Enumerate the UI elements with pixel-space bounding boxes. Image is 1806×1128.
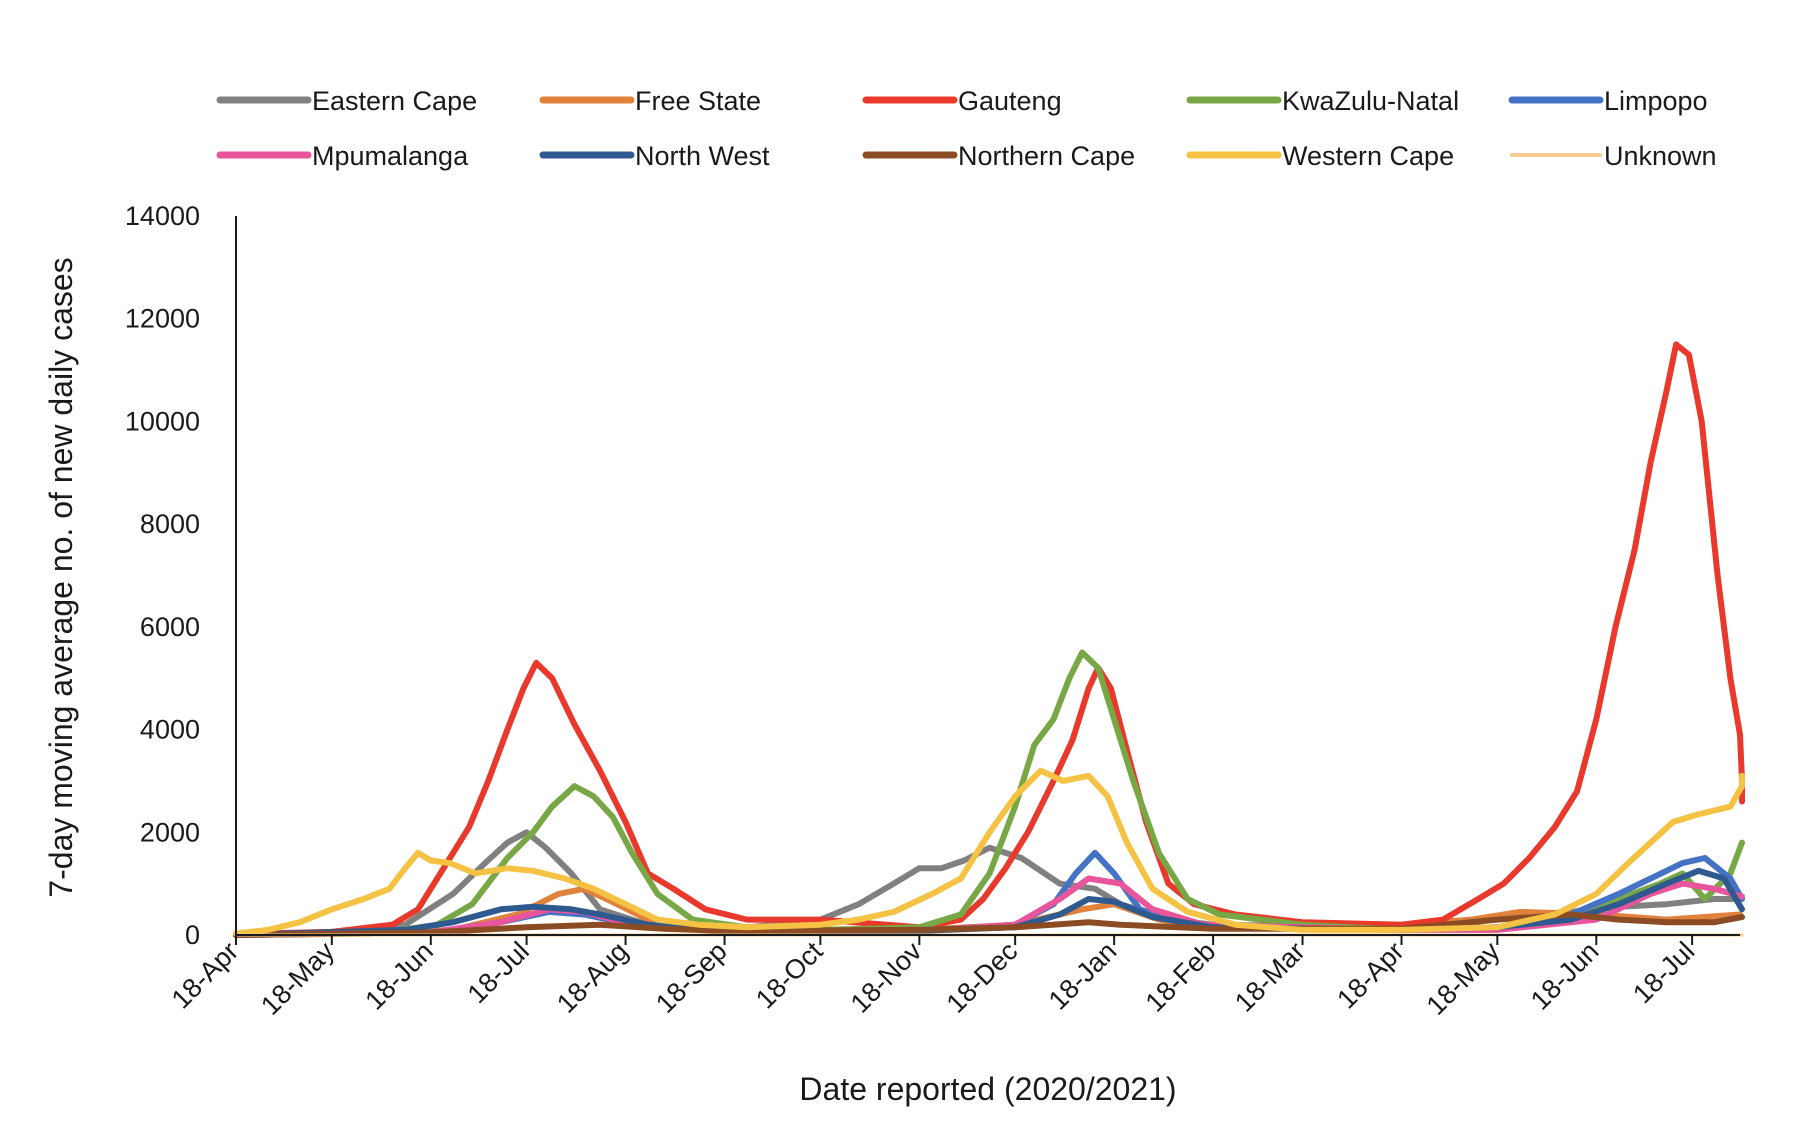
- legend-item-western-cape: Western Cape: [1186, 141, 1454, 171]
- series-line-western-cape: [233, 767, 1745, 937]
- legend-label: KwaZulu-Natal: [1282, 86, 1459, 116]
- legend-item-north-west: North West: [539, 141, 770, 171]
- x-axis: 18-Apr 18-May 18-Jun 18-Jul 18-Aug 18-Sep 18-O…: [166, 934, 1740, 1021]
- x-tick-label: 18-Dec: [941, 936, 1024, 1019]
- x-tick-label: 18-Oct: [750, 936, 829, 1015]
- plot-area: [233, 341, 1745, 938]
- x-tick-label: 18-Jul: [1627, 936, 1700, 1009]
- x-tick-label: 18-Apr: [1331, 936, 1410, 1015]
- x-tick-label: 18-Nov: [845, 936, 928, 1019]
- x-tick-label: 18-May: [255, 936, 340, 1021]
- legend-label: Limpopo: [1604, 86, 1708, 116]
- y-tick-label: 6000: [140, 612, 200, 642]
- legend: Eastern Cape Free State Gauteng KwaZulu-Nat…: [216, 86, 1717, 171]
- legend-item-gauteng: Gauteng: [862, 86, 1062, 116]
- legend-label: Free State: [635, 86, 761, 116]
- legend-label: Western Cape: [1282, 141, 1454, 171]
- x-tick-label: 18-Sep: [650, 936, 733, 1019]
- legend-item-eastern-cape: Eastern Cape: [216, 86, 477, 116]
- x-tick-label: 18-Jul: [462, 936, 535, 1009]
- legend-label: Eastern Cape: [312, 86, 477, 116]
- legend-item-free-state: Free State: [539, 86, 761, 116]
- y-axis: 0 2000 4000 6000 8000 10000 12000 14000: [125, 201, 237, 950]
- x-axis-title: Date reported (2020/2021): [799, 1071, 1176, 1107]
- x-tick-label: 18-Jun: [359, 936, 439, 1016]
- legend-label: Northern Cape: [958, 141, 1135, 171]
- x-tick-label: 18-Apr: [166, 936, 245, 1015]
- y-tick-label: 8000: [140, 509, 200, 539]
- legend-item-mpumalanga: Mpumalanga: [216, 141, 469, 171]
- y-tick-label: 4000: [140, 715, 200, 745]
- legend-label: Mpumalanga: [312, 141, 469, 171]
- x-tick-label: 18-Mar: [1229, 936, 1311, 1018]
- legend-item-kwazulu-natal: KwaZulu-Natal: [1186, 86, 1459, 116]
- legend-label: Gauteng: [958, 86, 1062, 116]
- y-tick-label: 0: [185, 920, 200, 950]
- legend-item-northern-cape: Northern Cape: [862, 141, 1135, 171]
- series-line-north-west: [233, 867, 1745, 938]
- legend-label: North West: [635, 141, 770, 171]
- x-tick-label: 18-Aug: [551, 936, 634, 1019]
- x-tick-label: 18-Jun: [1525, 936, 1605, 1016]
- x-tick-label: 18-Jan: [1043, 936, 1123, 1016]
- y-tick-label: 2000: [140, 817, 200, 847]
- y-tick-label: 10000: [125, 406, 200, 436]
- y-axis-title: 7-day moving average no. of new daily ca…: [43, 257, 79, 897]
- x-tick-label: 18-Feb: [1140, 936, 1222, 1018]
- y-tick-label: 12000: [125, 304, 200, 334]
- y-tick-label: 14000: [125, 201, 200, 231]
- legend-item-unknown: Unknown: [1510, 141, 1717, 171]
- legend-item-limpopo: Limpopo: [1508, 86, 1708, 116]
- x-tick-label: 18-May: [1421, 936, 1506, 1021]
- legend-label: Unknown: [1604, 141, 1717, 171]
- series-line-northern-cape: [233, 911, 1745, 938]
